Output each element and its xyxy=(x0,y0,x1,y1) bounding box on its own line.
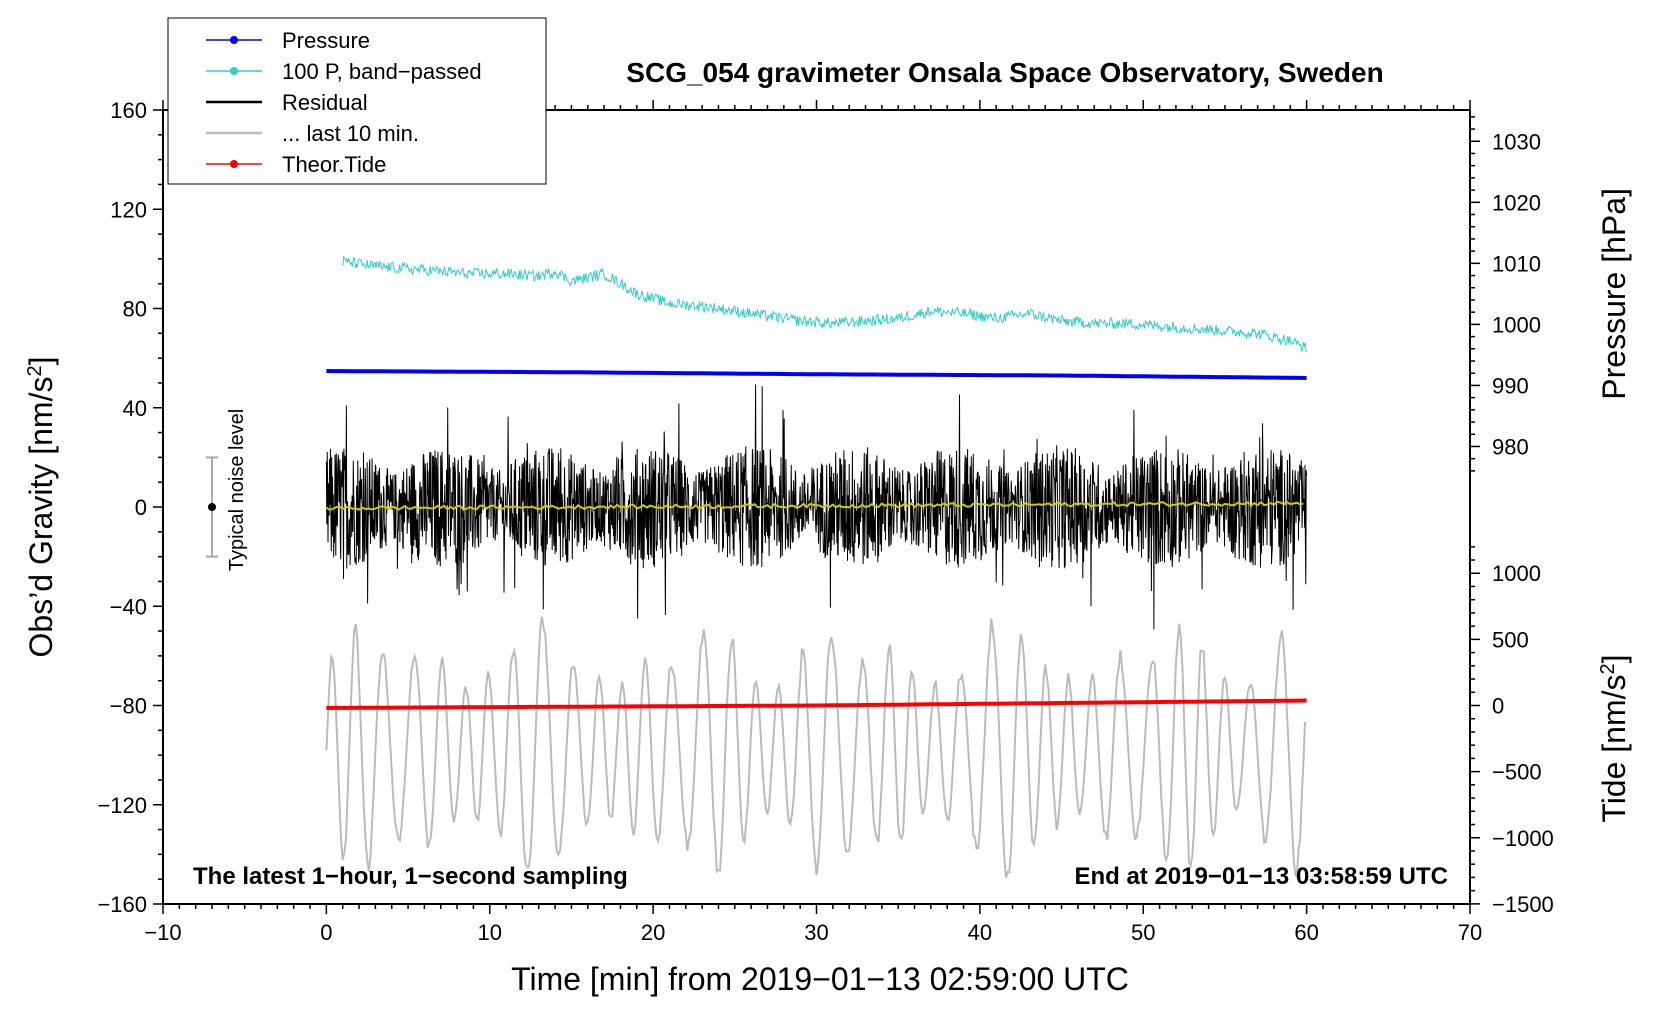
legend-label: ... last 10 min. xyxy=(282,121,419,146)
x-tick-label: −10 xyxy=(144,920,181,945)
legend-label: 100 P, band−passed xyxy=(282,59,482,84)
series-theoretical-tide-line xyxy=(326,698,1307,710)
y-tick-label: 80 xyxy=(123,297,147,322)
tide-tick-label: −1500 xyxy=(1492,892,1554,917)
y-tick-label: 0 xyxy=(135,495,147,520)
x-tick-label: 50 xyxy=(1131,920,1155,945)
x-tick-label: 10 xyxy=(478,920,502,945)
x-tick-label: 30 xyxy=(804,920,828,945)
series-pressure-line xyxy=(326,369,1307,380)
tide-tick-label: 0 xyxy=(1492,694,1504,719)
y-tick-label: 160 xyxy=(110,98,147,123)
legend-label: Theor.Tide xyxy=(282,152,386,177)
y-tick-label: 120 xyxy=(110,197,147,222)
annotation-sampling: The latest 1−hour, 1−second sampling xyxy=(193,863,628,890)
pressure-tick-label: 1010 xyxy=(1492,251,1541,276)
x-tick-label: 60 xyxy=(1294,920,1318,945)
y-axis-title-pressure: Pressure [hPa] xyxy=(1596,188,1632,400)
y-axis-title-tide: Tide [nm/s2] xyxy=(1596,654,1632,822)
pressure-tick-label: 1020 xyxy=(1492,190,1541,215)
series-last-10-min-line xyxy=(325,616,1306,880)
legend-label: Pressure xyxy=(282,28,370,53)
noise-level-label: Typical noise level xyxy=(226,409,248,571)
legend-swatch-marker xyxy=(230,36,238,44)
x-axis-title: Time [min] from 2019−01−13 02:59:00 UTC xyxy=(511,961,1129,997)
pressure-tick-label: 1000 xyxy=(1492,312,1541,337)
y-tick-label: −160 xyxy=(97,892,147,917)
noise-bar-dot xyxy=(208,503,217,511)
y-tick-label: 40 xyxy=(123,396,147,421)
pressure-tick-label: 980 xyxy=(1492,434,1529,459)
series-residual-line xyxy=(325,384,1308,630)
x-tick-label: 70 xyxy=(1458,920,1482,945)
pressure-tick-label: 990 xyxy=(1492,373,1529,398)
y-tick-label: −80 xyxy=(110,694,147,719)
tide-tick-label: 1000 xyxy=(1492,561,1541,586)
legend: Pressure 100 P, band−passed Residual ... la… xyxy=(167,17,547,185)
series-group xyxy=(325,255,1308,880)
y-tick-label: −40 xyxy=(110,594,147,619)
axes-group: −10 0 10 20 30 40 50 60 7016012080400−40−80−120−… xyxy=(97,98,1553,945)
x-tick-label: 0 xyxy=(320,920,332,945)
tide-tick-label: 500 xyxy=(1492,627,1529,652)
y-tick-label: −120 xyxy=(97,793,147,818)
legend-swatch-marker xyxy=(230,67,238,75)
series-band-passed-pressure-line xyxy=(342,255,1307,352)
tide-tick-label: −1000 xyxy=(1492,826,1554,851)
annotation-group: Typical noise level xyxy=(206,409,248,571)
series-smoothed-residual-line xyxy=(325,500,1304,511)
legend-label: Residual xyxy=(282,90,368,115)
legend-swatch-marker xyxy=(230,160,238,168)
y-axis-title-gravity: Obs’d Gravity [nm/s2] xyxy=(23,357,59,658)
x-tick-label: 40 xyxy=(968,920,992,945)
chart-title: SCG_054 gravimeter Onsala Space Observat… xyxy=(626,57,1383,88)
x-tick-label: 20 xyxy=(641,920,665,945)
pressure-tick-label: 1030 xyxy=(1492,129,1541,154)
annotation-end-time: End at 2019−01−13 03:58:59 UTC xyxy=(1074,863,1448,890)
tide-tick-label: −500 xyxy=(1492,760,1542,785)
